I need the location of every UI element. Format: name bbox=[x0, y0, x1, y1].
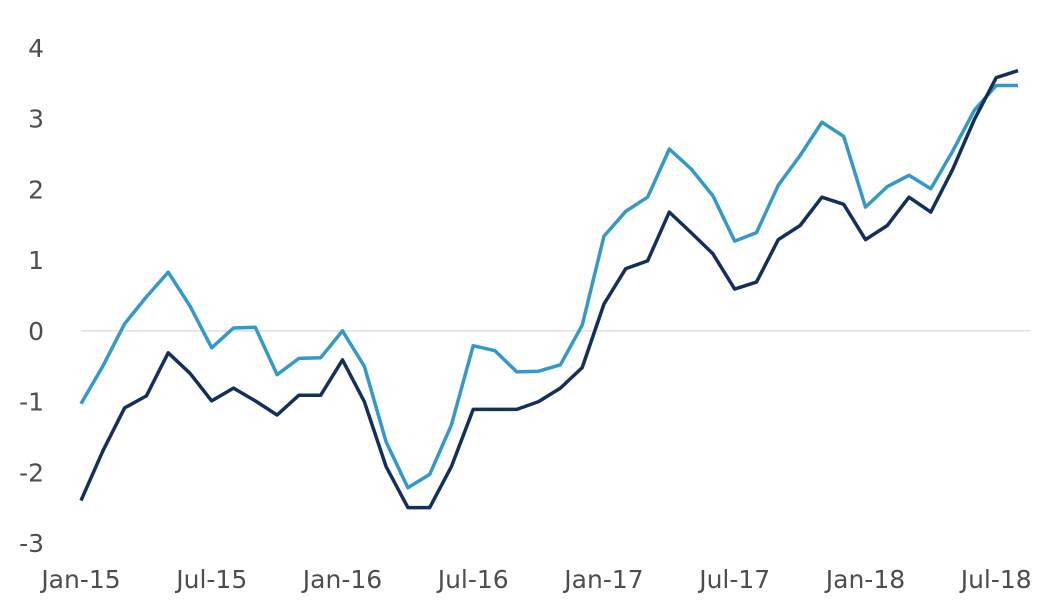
x-tick-label: Jan-17 bbox=[562, 565, 643, 594]
x-tick-label: Jan-16 bbox=[301, 565, 382, 594]
y-tick-label: -2 bbox=[19, 458, 44, 487]
y-tick-label: 0 bbox=[28, 317, 44, 346]
y-tick-label: -3 bbox=[19, 529, 44, 558]
series-2 bbox=[79, 68, 1019, 510]
y-tick-label: 3 bbox=[28, 105, 44, 134]
x-tick-label: Jan-15 bbox=[39, 565, 120, 594]
series-1 bbox=[79, 83, 1018, 490]
series-1-line bbox=[79, 83, 1018, 490]
series-layer bbox=[79, 68, 1019, 510]
y-tick-label: -1 bbox=[19, 388, 44, 417]
y-tick-label: 1 bbox=[28, 246, 44, 275]
y-tick-label: 2 bbox=[28, 175, 44, 204]
x-tick-label: Jan-18 bbox=[824, 565, 905, 594]
x-tick-label: Jul-18 bbox=[959, 565, 1032, 594]
x-tick-label: Jul-15 bbox=[174, 565, 247, 594]
series-2-line bbox=[79, 68, 1019, 510]
y-tick-label: 4 bbox=[28, 34, 44, 63]
x-tick-label: Jul-17 bbox=[697, 565, 770, 594]
x-tick-label: Jul-16 bbox=[436, 565, 509, 594]
x-axis: Jan-15 Jul-15 Jan-16 Jul-16 Jan-17 Jul-17 Jan-… bbox=[39, 565, 1031, 594]
y-axis: 4 3 2 1 0 -1 -2 -3 bbox=[19, 34, 44, 558]
